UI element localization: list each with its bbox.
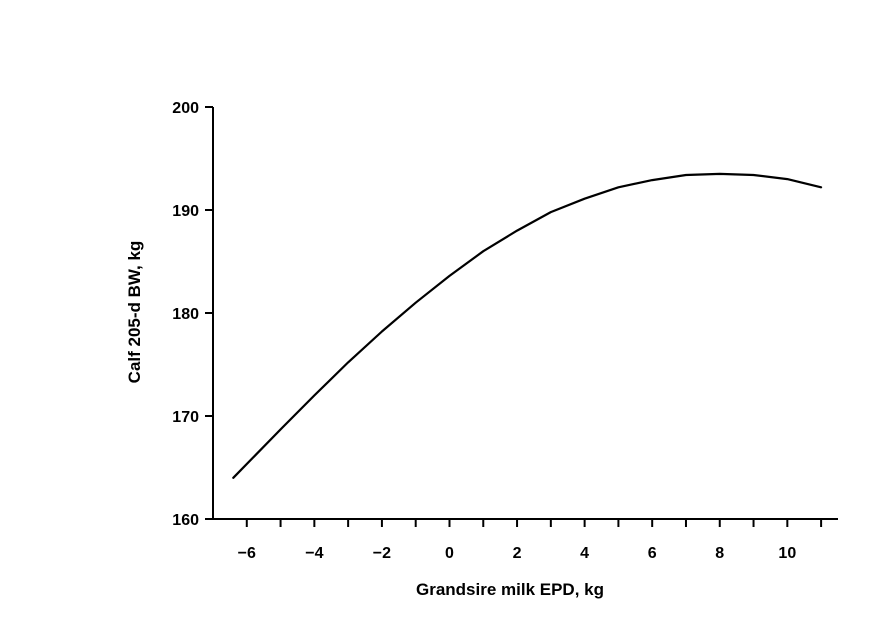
x-tick-label: 4	[580, 545, 589, 562]
x-ticks: −6 −4 −2 0 2 4 6 8 10	[238, 519, 823, 562]
x-tick-label: 2	[513, 545, 522, 562]
axes	[212, 107, 838, 520]
y-axis-label: Calf 205-d BW, kg	[125, 241, 144, 384]
y-ticks: 160 170 180 190 200	[172, 100, 213, 529]
x-tick-label: −4	[305, 545, 323, 562]
x-tick-label: 0	[445, 545, 454, 562]
x-tick-label: −2	[373, 545, 391, 562]
y-tick-label: 170	[172, 409, 199, 426]
x-tick-label: 10	[778, 545, 796, 562]
x-tick-label: −6	[238, 545, 256, 562]
y-tick-label: 160	[172, 512, 199, 529]
y-tick-label: 190	[172, 203, 199, 220]
x-tick-label: 8	[715, 545, 724, 562]
x-axis-label: Grandsire milk EPD, kg	[416, 580, 604, 599]
series-layer	[232, 172, 823, 479]
series-line	[232, 172, 823, 479]
y-tick-label: 180	[172, 306, 199, 323]
x-tick-label: 6	[648, 545, 657, 562]
y-tick-label: 200	[172, 100, 199, 117]
